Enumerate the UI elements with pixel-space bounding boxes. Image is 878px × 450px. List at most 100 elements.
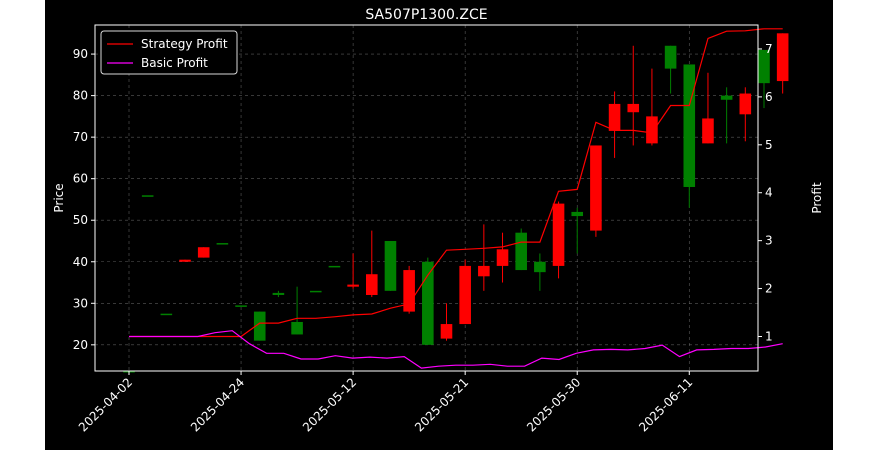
y-tick-label-left: 50 xyxy=(73,213,88,227)
y-tick-label-left: 60 xyxy=(73,172,88,186)
x-tick-label: 2025-05-21 xyxy=(412,375,471,434)
candle-body xyxy=(291,321,303,335)
candle-body xyxy=(347,284,359,287)
y-tick-label-right: 7 xyxy=(765,42,773,56)
y-tick-label-right: 5 xyxy=(765,138,773,152)
candle xyxy=(384,240,397,291)
candle xyxy=(403,265,415,314)
candlestick-chart: 20 30 40 50 60 70 80 90 1 2 3 4 5 6 7 2025-04-02 2025-04… xyxy=(52,7,824,434)
y-tick-label-right: 1 xyxy=(765,329,773,343)
legend-label-basic: Basic Profit xyxy=(141,56,208,70)
candle-body xyxy=(646,116,658,144)
candle-layer xyxy=(123,33,789,373)
candle-body xyxy=(571,211,584,217)
x-tick-label: 2025-04-02 xyxy=(76,375,135,434)
chart-figure: 20 30 40 50 60 70 80 90 1 2 3 4 5 6 7 2025-04-02 2025-04… xyxy=(45,0,833,450)
candle xyxy=(664,45,677,94)
legend: Strategy Profit Basic Profit xyxy=(100,30,238,75)
candle xyxy=(179,259,191,262)
candle-body xyxy=(216,243,229,245)
candle xyxy=(459,259,471,325)
candle xyxy=(253,311,266,341)
chart-title: SA507P1300.ZCE xyxy=(365,7,487,23)
y-tick-label-right: 4 xyxy=(765,186,773,200)
candle xyxy=(515,228,527,271)
legend-box xyxy=(100,30,238,75)
candle-body xyxy=(608,103,621,131)
y-tick-label-right: 2 xyxy=(765,282,773,296)
x-tick-label: 2025-04-24 xyxy=(188,375,247,434)
candle-body xyxy=(384,240,397,291)
candle-body xyxy=(702,118,714,144)
candle xyxy=(627,45,640,146)
candle xyxy=(608,91,621,158)
candle-body xyxy=(197,247,210,258)
candle-body xyxy=(758,49,770,84)
candle xyxy=(496,232,509,283)
candle xyxy=(776,33,789,94)
grid-layer xyxy=(95,25,758,371)
basic-profit-line xyxy=(129,330,783,369)
candle-body xyxy=(235,305,247,307)
candle xyxy=(365,230,378,298)
candle xyxy=(590,145,602,237)
axis-layer: 20 30 40 50 60 70 80 90 1 2 3 4 5 6 7 2025-04-02 2025-04… xyxy=(73,42,773,434)
y-tick-label-left: 40 xyxy=(73,255,88,269)
y-tick-label-right: 6 xyxy=(765,90,773,104)
legend-label-strategy: Strategy Profit xyxy=(141,37,228,51)
candle xyxy=(478,224,490,291)
y-tick-label-left: 30 xyxy=(73,296,88,310)
candle-body xyxy=(160,313,173,316)
y-tick-label-right: 3 xyxy=(765,234,773,248)
candle-body xyxy=(664,45,677,69)
candle xyxy=(534,253,546,291)
y-tick-label-left: 20 xyxy=(73,338,88,352)
x-tick-label: 2025-05-30 xyxy=(524,375,583,434)
candle-body xyxy=(403,270,415,312)
y-axis-label-left: Price xyxy=(52,183,66,212)
candle xyxy=(160,313,173,316)
candle xyxy=(702,72,714,144)
candle-body xyxy=(365,274,378,295)
candle xyxy=(422,257,434,345)
y-tick-label-left: 80 xyxy=(73,89,88,103)
candle xyxy=(216,243,229,245)
candle-body xyxy=(683,64,696,187)
candle-body xyxy=(627,103,640,113)
candle xyxy=(739,87,752,142)
candle-body xyxy=(272,292,285,295)
candle xyxy=(309,290,322,293)
strategy-profit-line xyxy=(129,28,783,338)
candle-body xyxy=(739,93,752,115)
candle-body xyxy=(253,311,266,341)
candle xyxy=(683,64,696,208)
candle xyxy=(571,207,584,254)
candle-body xyxy=(141,195,154,197)
x-tick-label: 2025-06-11 xyxy=(636,375,695,434)
y-tick-label-left: 70 xyxy=(73,130,88,144)
y-axis-label-right: Profit xyxy=(810,182,824,214)
candle xyxy=(328,265,341,268)
candle-body xyxy=(590,145,602,231)
candle xyxy=(347,253,359,289)
candle-body xyxy=(776,33,789,82)
candle-body xyxy=(459,265,471,325)
candle xyxy=(235,305,247,307)
candle xyxy=(291,286,303,335)
candle xyxy=(272,290,285,298)
y-tick-label-left: 90 xyxy=(73,47,88,61)
x-tick-label: 2025-05-12 xyxy=(300,375,359,434)
candle-body xyxy=(179,259,191,262)
candle xyxy=(758,49,770,109)
candle-body xyxy=(496,249,509,266)
candle-body xyxy=(534,261,546,273)
candle-body xyxy=(309,290,322,293)
candle xyxy=(141,195,154,197)
candle xyxy=(552,201,565,279)
candle xyxy=(720,87,733,144)
profit-lines-layer xyxy=(129,28,783,369)
plot-frame xyxy=(94,24,759,372)
candle-body xyxy=(478,265,490,277)
candle-body xyxy=(552,203,565,266)
